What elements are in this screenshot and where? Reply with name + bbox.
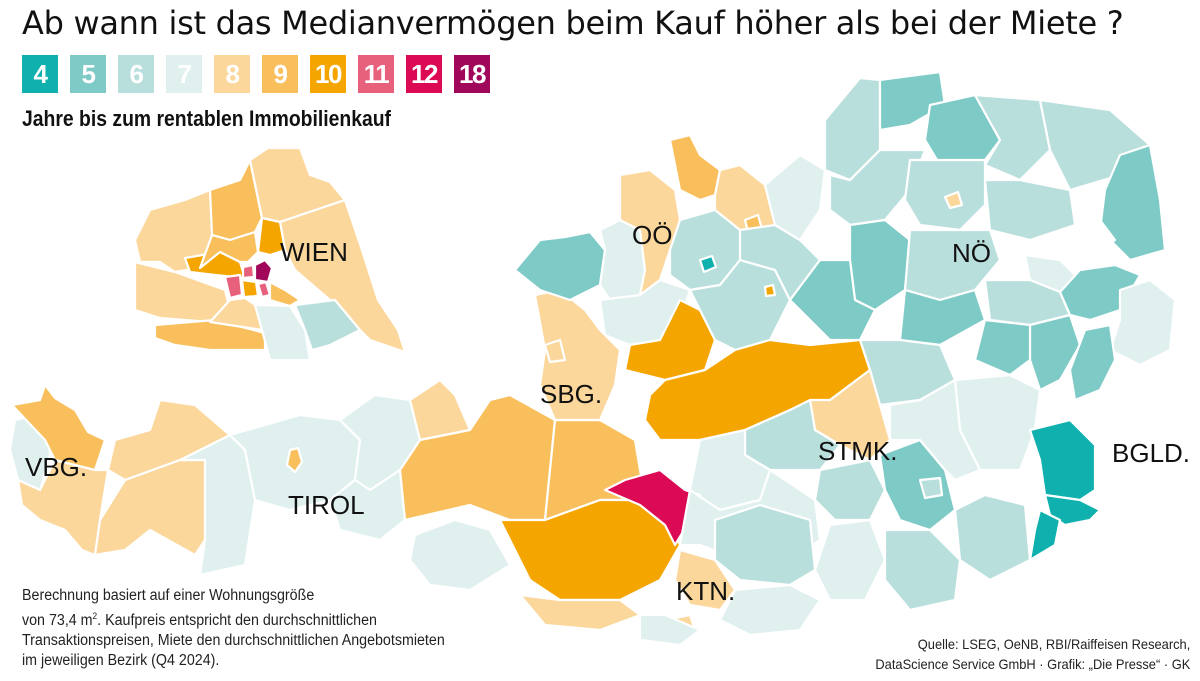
region-stmk-voitsberg (813, 458, 887, 522)
region-noe-melk (848, 218, 912, 312)
region-wien-mid (198, 230, 260, 270)
region-sbg-flachgau (533, 288, 622, 422)
region-tirol-innsbruck (285, 446, 304, 474)
region-noe-korneuburg-gap (1073, 218, 1117, 257)
legend-item-10: 10 (310, 55, 346, 93)
label-wien: WIEN (280, 237, 348, 267)
region-bgld-jennersdorf (1028, 508, 1062, 562)
region-wien-east-large (278, 198, 407, 354)
region-vbg-bregenz (10, 383, 107, 472)
label-ooe: OÖ (632, 220, 672, 250)
source-line-2: DataScience Service GmbH · Grafik: „Die … (875, 656, 1190, 672)
page-title: Ab wann ist das Medianvermögen beim Kauf… (22, 4, 1124, 42)
color-legend: 4 5 6 7 8 9 10 11 12 18 (22, 55, 490, 93)
region-wien-center-ne (256, 216, 287, 257)
region-stmk-deutschlandsberg (813, 518, 887, 602)
region-ooe-linz (698, 254, 718, 274)
region-wien-outer-west (133, 188, 217, 274)
vienna-inset: WIEN (133, 146, 407, 362)
region-bgld-eisenstadt (1068, 323, 1117, 402)
region-wien-inner-11b (223, 273, 244, 300)
region-ooe-small-10 (763, 283, 777, 298)
note-line-3: Transaktionspreisen, Miete den durchschn… (22, 632, 445, 650)
legend-item-11: 11 (358, 55, 394, 93)
region-sbg-pinzgau-west (408, 378, 472, 442)
region-ktn-voelkermarkt (718, 583, 822, 637)
label-bgld: BGLD. (1112, 438, 1190, 468)
region-wien-inner-10 (240, 278, 260, 299)
note-line-4: im jeweiligen Bezirk (Q4 2024). (22, 652, 220, 670)
region-ooe-rohrbach (763, 153, 827, 242)
legend-item-7: 7 (166, 55, 202, 93)
legend-item-4: 4 (22, 55, 58, 93)
legend-item-18: 18 (454, 55, 490, 93)
region-wien-southeast-6 (293, 298, 362, 352)
note-line-2-post: . Kaufpreis entspricht den durchschnittl… (97, 612, 377, 630)
region-bgld-north (1108, 278, 1177, 367)
region-stmk-suedost (953, 493, 1032, 582)
region-stmk-leibnitz (883, 528, 962, 612)
region-stmk-graz (918, 476, 944, 500)
legend-item-5: 5 (70, 55, 106, 93)
region-wien-inner-11c (256, 280, 272, 299)
region-wien-inner-18 (253, 258, 274, 284)
region-noe-krems-city (943, 190, 964, 210)
source-credit: Quelle: LSEG, OeNB, RBI/Raiffeisen Resea… (875, 634, 1190, 674)
region-osttirol (408, 518, 512, 592)
region-noe-gaenserndorf (1098, 143, 1167, 262)
region-noe-tulln (983, 178, 1077, 242)
legend-item-8: 8 (214, 55, 250, 93)
region-ktn-wolfsberg (713, 503, 817, 587)
region-noe-krems (903, 158, 987, 232)
note-line-2-sup: 2 (92, 611, 98, 621)
region-wien-southeast-8 (268, 280, 302, 308)
label-ktn: KTN. (676, 576, 735, 606)
region-ktn-klagenfurt (673, 548, 737, 612)
region-stmk-weiz (888, 378, 982, 482)
source-line-1: Quelle: LSEG, OeNB, RBI/Raiffeisen Resea… (917, 636, 1190, 652)
label-tirol: TIROL (288, 490, 365, 520)
label-stmk: STMK. (818, 436, 897, 466)
region-wien-inner-11a (241, 263, 256, 280)
legend-caption: Jahre bis zum rentablen Immobilienkauf (22, 106, 392, 131)
note-line-2-pre: von 73,4 m (22, 612, 93, 630)
region-noe-lilienfeld (898, 288, 987, 347)
legend-item-6: 6 (118, 55, 154, 93)
region-bgld-oberwart (1028, 418, 1097, 502)
region-ooe-kirchdorf (688, 258, 792, 352)
region-wien-south-7 (253, 303, 312, 362)
region-ooe-braunau (513, 230, 607, 302)
region-sbg-city-area (543, 338, 567, 364)
note-line-2: von 73,4 m2. Kaufpreis entspricht den du… (22, 606, 445, 631)
label-noe: NÖ (952, 238, 991, 268)
region-ktn-villach-land (518, 593, 642, 632)
legend-item-9: 9 (262, 55, 298, 93)
label-sbg: SBG. (540, 379, 602, 409)
region-ktn-hermagor (638, 613, 702, 647)
note-line-1: Berechnung basiert auf einer Wohnungsgrö… (22, 587, 315, 604)
methodology-note: Berechnung basiert auf einer Wohnungsgrö… (22, 586, 445, 671)
region-ooe-north-10 (668, 133, 722, 202)
region-noe-neunkirchen (973, 318, 1032, 377)
region-tirol-west-2 (93, 458, 207, 557)
label-vbg: VBG. (25, 452, 87, 482)
legend-item-12: 12 (406, 55, 442, 93)
